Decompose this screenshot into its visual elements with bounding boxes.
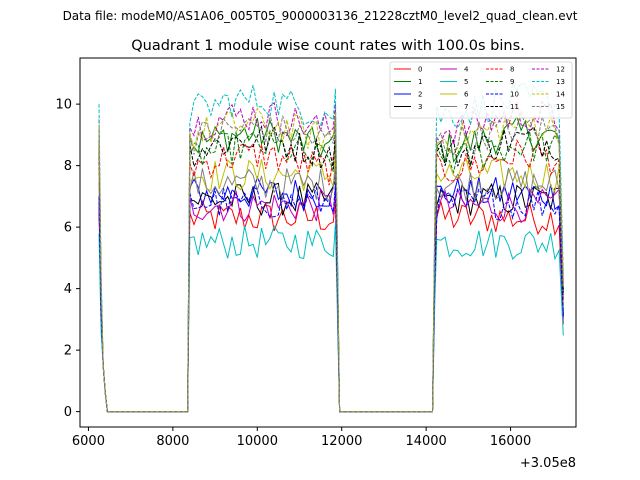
y-tick-label: 4	[64, 282, 72, 297]
legend-label-2: 2	[418, 91, 422, 99]
legend-label-6: 6	[464, 91, 469, 99]
legend-label-5: 5	[464, 78, 468, 86]
axes-frame	[79, 57, 577, 428]
y-tick-label: 2	[64, 344, 72, 359]
x-tick-label: 14000	[405, 434, 446, 449]
series-line-8	[98, 139, 564, 413]
x-offset-label: +3.05e8	[520, 456, 576, 471]
y-tick-label: 8	[64, 159, 72, 174]
legend-box	[389, 61, 573, 119]
series-layer	[98, 82, 564, 413]
y-tick-label: 10	[55, 98, 72, 113]
legend-label-9: 9	[510, 78, 514, 86]
chart-title: Quadrant 1 module wise count rates with …	[131, 38, 525, 54]
x-tick-label: 12000	[321, 434, 362, 449]
legend-label-13: 13	[556, 78, 565, 86]
legend-label-0: 0	[418, 66, 422, 74]
series-line-14	[98, 107, 564, 413]
legend-label-1: 1	[418, 78, 422, 86]
x-tick-label: 10000	[237, 434, 278, 449]
legend-label-14: 14	[556, 91, 565, 99]
legend-label-15: 15	[556, 103, 565, 111]
series-line-7	[98, 165, 564, 413]
legend-label-4: 4	[464, 66, 469, 74]
legend-label-7: 7	[464, 103, 468, 111]
legend-label-8: 8	[510, 66, 514, 74]
x-axis: 6000 8000 10000 12000 14000 16000	[72, 427, 531, 449]
series-line-9	[98, 129, 564, 413]
series-line-6	[98, 156, 564, 413]
series-line-5	[98, 224, 564, 413]
series-line-10	[98, 184, 564, 413]
legend-label-11: 11	[510, 103, 519, 111]
y-tick-label: 0	[64, 405, 72, 420]
y-axis: 0 2 4 6 8 10	[55, 98, 80, 420]
legend-label-3: 3	[418, 103, 422, 111]
figure-suptitle: Data file: modeM0/AS1A06_005T05_90000031…	[63, 9, 578, 23]
legend-label-10: 10	[510, 91, 519, 99]
series-line-11	[98, 125, 564, 413]
x-tick-label: 16000	[490, 434, 531, 449]
y-tick-label: 6	[64, 221, 72, 236]
x-tick-label: 8000	[156, 434, 189, 449]
x-tick-label: 6000	[72, 434, 105, 449]
legend-label-12: 12	[556, 66, 565, 74]
series-line-0	[98, 199, 564, 413]
